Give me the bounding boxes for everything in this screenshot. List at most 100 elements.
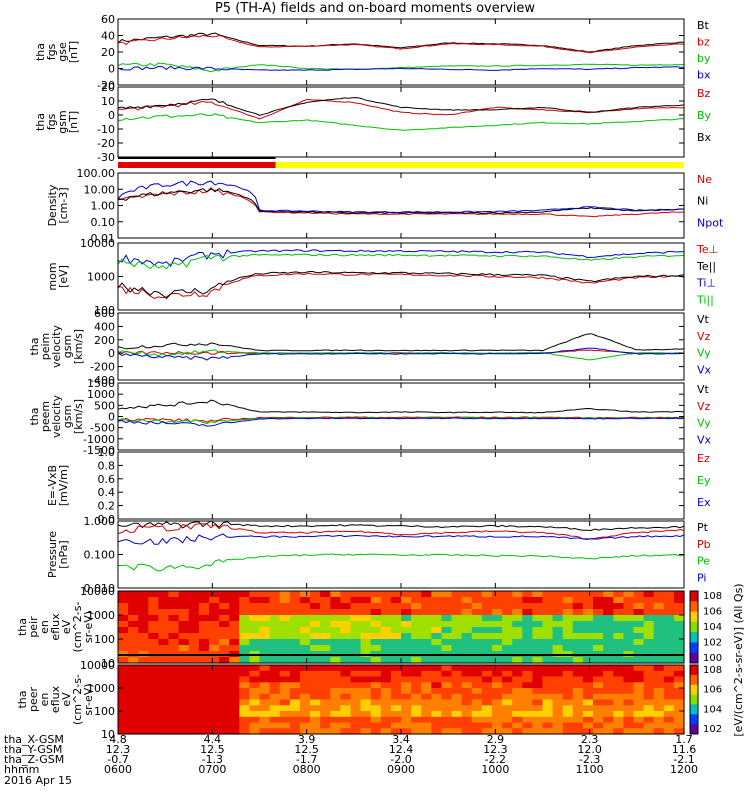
heatmap-cell [269,711,281,718]
heatmap-cell [239,728,250,735]
heatmap-cell [148,722,159,729]
heatmap-cell [623,665,635,672]
heatmap-cell [461,645,473,652]
heatmap-cell [259,639,271,646]
heatmap-cell [461,633,473,640]
heatmap-cell [623,597,635,604]
heatmap-cell [663,676,675,683]
heatmap-cell [441,639,453,646]
heatmap-cell [542,657,554,664]
heatmap-cell [390,645,402,652]
legend-entry-Vz: Vz [697,330,711,343]
heatmap-cell [229,645,240,652]
y-tick-label: -200 [90,361,115,374]
heatmap-cell [663,682,675,689]
heatmap-cell [178,603,190,610]
heatmap-cell [188,693,200,701]
heatmap-cell [239,633,250,640]
heatmap-cell [209,722,220,729]
heatmap-cell [310,716,321,724]
y-axis-label: gsm [61,335,74,358]
colorbar-tick-label: 106 [703,685,722,696]
heatmap-cell [522,645,533,652]
heatmap-cell [623,633,635,640]
heatmap-cell [148,633,159,640]
heatmap-cell [411,676,422,683]
heatmap-cell [461,693,473,701]
heatmap-cell [582,665,594,672]
y-tick-label: 0 [108,411,115,424]
heatmap-cell [239,722,250,729]
heatmap-cell [673,639,685,646]
heatmap-cell [461,665,473,672]
heatmap-cell [310,609,321,616]
heatmap-cell [512,665,523,672]
y-tick-label: 0 [108,347,115,360]
heatmap-cell [138,633,149,640]
heatmap-cell [138,639,149,646]
heatmap-cell [360,633,372,640]
heatmap-cell [492,615,503,622]
heatmap-cell [148,705,159,712]
heatmap-cell [562,699,574,706]
heatmap-cell [572,711,584,718]
heatmap-cell [249,597,261,604]
heatmap-cell [481,603,493,610]
heatmap-cell [380,670,392,678]
heatmap-cell [562,627,574,634]
colorbar-segment [690,601,698,613]
heatmap-cell [471,665,483,672]
y-axis-label: sr-eV) [82,611,95,643]
legend-entry-Ex: Ex [697,496,711,509]
heatmap-cell [370,682,382,689]
heatmap-cell [138,627,149,634]
y-tick-label: 1000 [87,271,115,284]
y-axis-label: velocity [50,325,63,368]
heatmap-cell [471,693,483,701]
heatmap-cell [128,609,139,616]
panel-peim: 6004002000-200-400thapeimvelocitygsm[km/… [28,307,712,387]
heatmap-cell [562,670,574,678]
heatmap-cell [340,609,352,616]
heatmap-cell [623,705,635,712]
heatmap-cell [613,705,624,712]
heatmap-cell [330,603,341,610]
heatmap-cell [259,627,271,634]
heatmap-cell [128,728,139,735]
heatmap-cell [643,591,655,598]
y-tick-label: 500 [94,399,115,412]
heatmap-cell [148,670,159,678]
heatmap-cell [370,699,382,706]
heatmap-cell [582,621,594,628]
heatmap-cell [552,670,564,678]
heatmap-cell [360,639,372,646]
y-axis-label: mom [46,262,59,290]
heatmap-cell [502,722,513,729]
heatmap-cell [451,722,463,729]
heatmap-cell [653,676,665,683]
heatmap-cell [330,633,341,640]
heatmap-cell [663,645,675,652]
heatmap-cell [320,597,331,604]
heatmap-cell [532,693,544,701]
heatmap-cell [542,621,554,628]
heatmap-cell [138,682,149,689]
heatmap-cell [492,722,503,729]
heatmap-cell [340,615,352,622]
heatmap-cell [138,603,149,610]
heatmap-cell [643,639,655,646]
y-tick-label: 1.00 [91,200,116,213]
heatmap-cell [249,711,261,718]
heatmap-cell [542,722,554,729]
heatmap-cell [572,699,584,706]
heatmap-cell [471,627,483,634]
heatmap-cell [582,728,594,735]
heatmap-cell [552,716,564,724]
heatmap-cell [259,665,271,672]
y-axis-label: en [38,693,51,707]
heatmap-cell [269,621,281,628]
heatmap-cell [209,676,220,683]
y-tick-label: 1000 [87,609,115,622]
heatmap-cell [198,665,210,672]
heatmap-cell [613,699,624,706]
